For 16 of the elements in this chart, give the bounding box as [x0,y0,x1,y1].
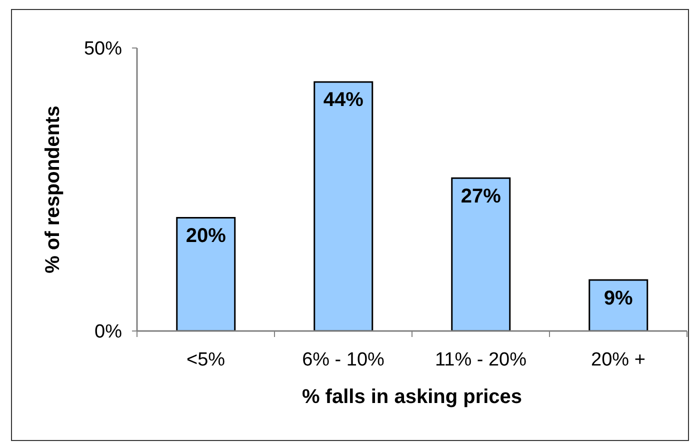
x-tick-label: 6% - 10% [302,349,385,370]
x-tick-label: <5% [186,349,226,370]
y-tick-label: 0% [94,322,122,343]
x-tick-label: 11% - 20% [434,349,527,370]
x-axis-title: % falls in asking prices [302,386,522,408]
data-label: 9% [604,287,634,310]
bar [451,177,511,331]
data-label: 44% [323,89,364,112]
x-tick-label: 20% + [591,349,646,370]
data-label: 20% [186,225,226,247]
y-tick-label: 50% [84,38,122,60]
y-axis-title: % of respondents [42,106,64,274]
bar [588,279,648,331]
data-label: 27% [460,185,502,208]
bar [176,217,236,331]
bar [314,81,374,331]
